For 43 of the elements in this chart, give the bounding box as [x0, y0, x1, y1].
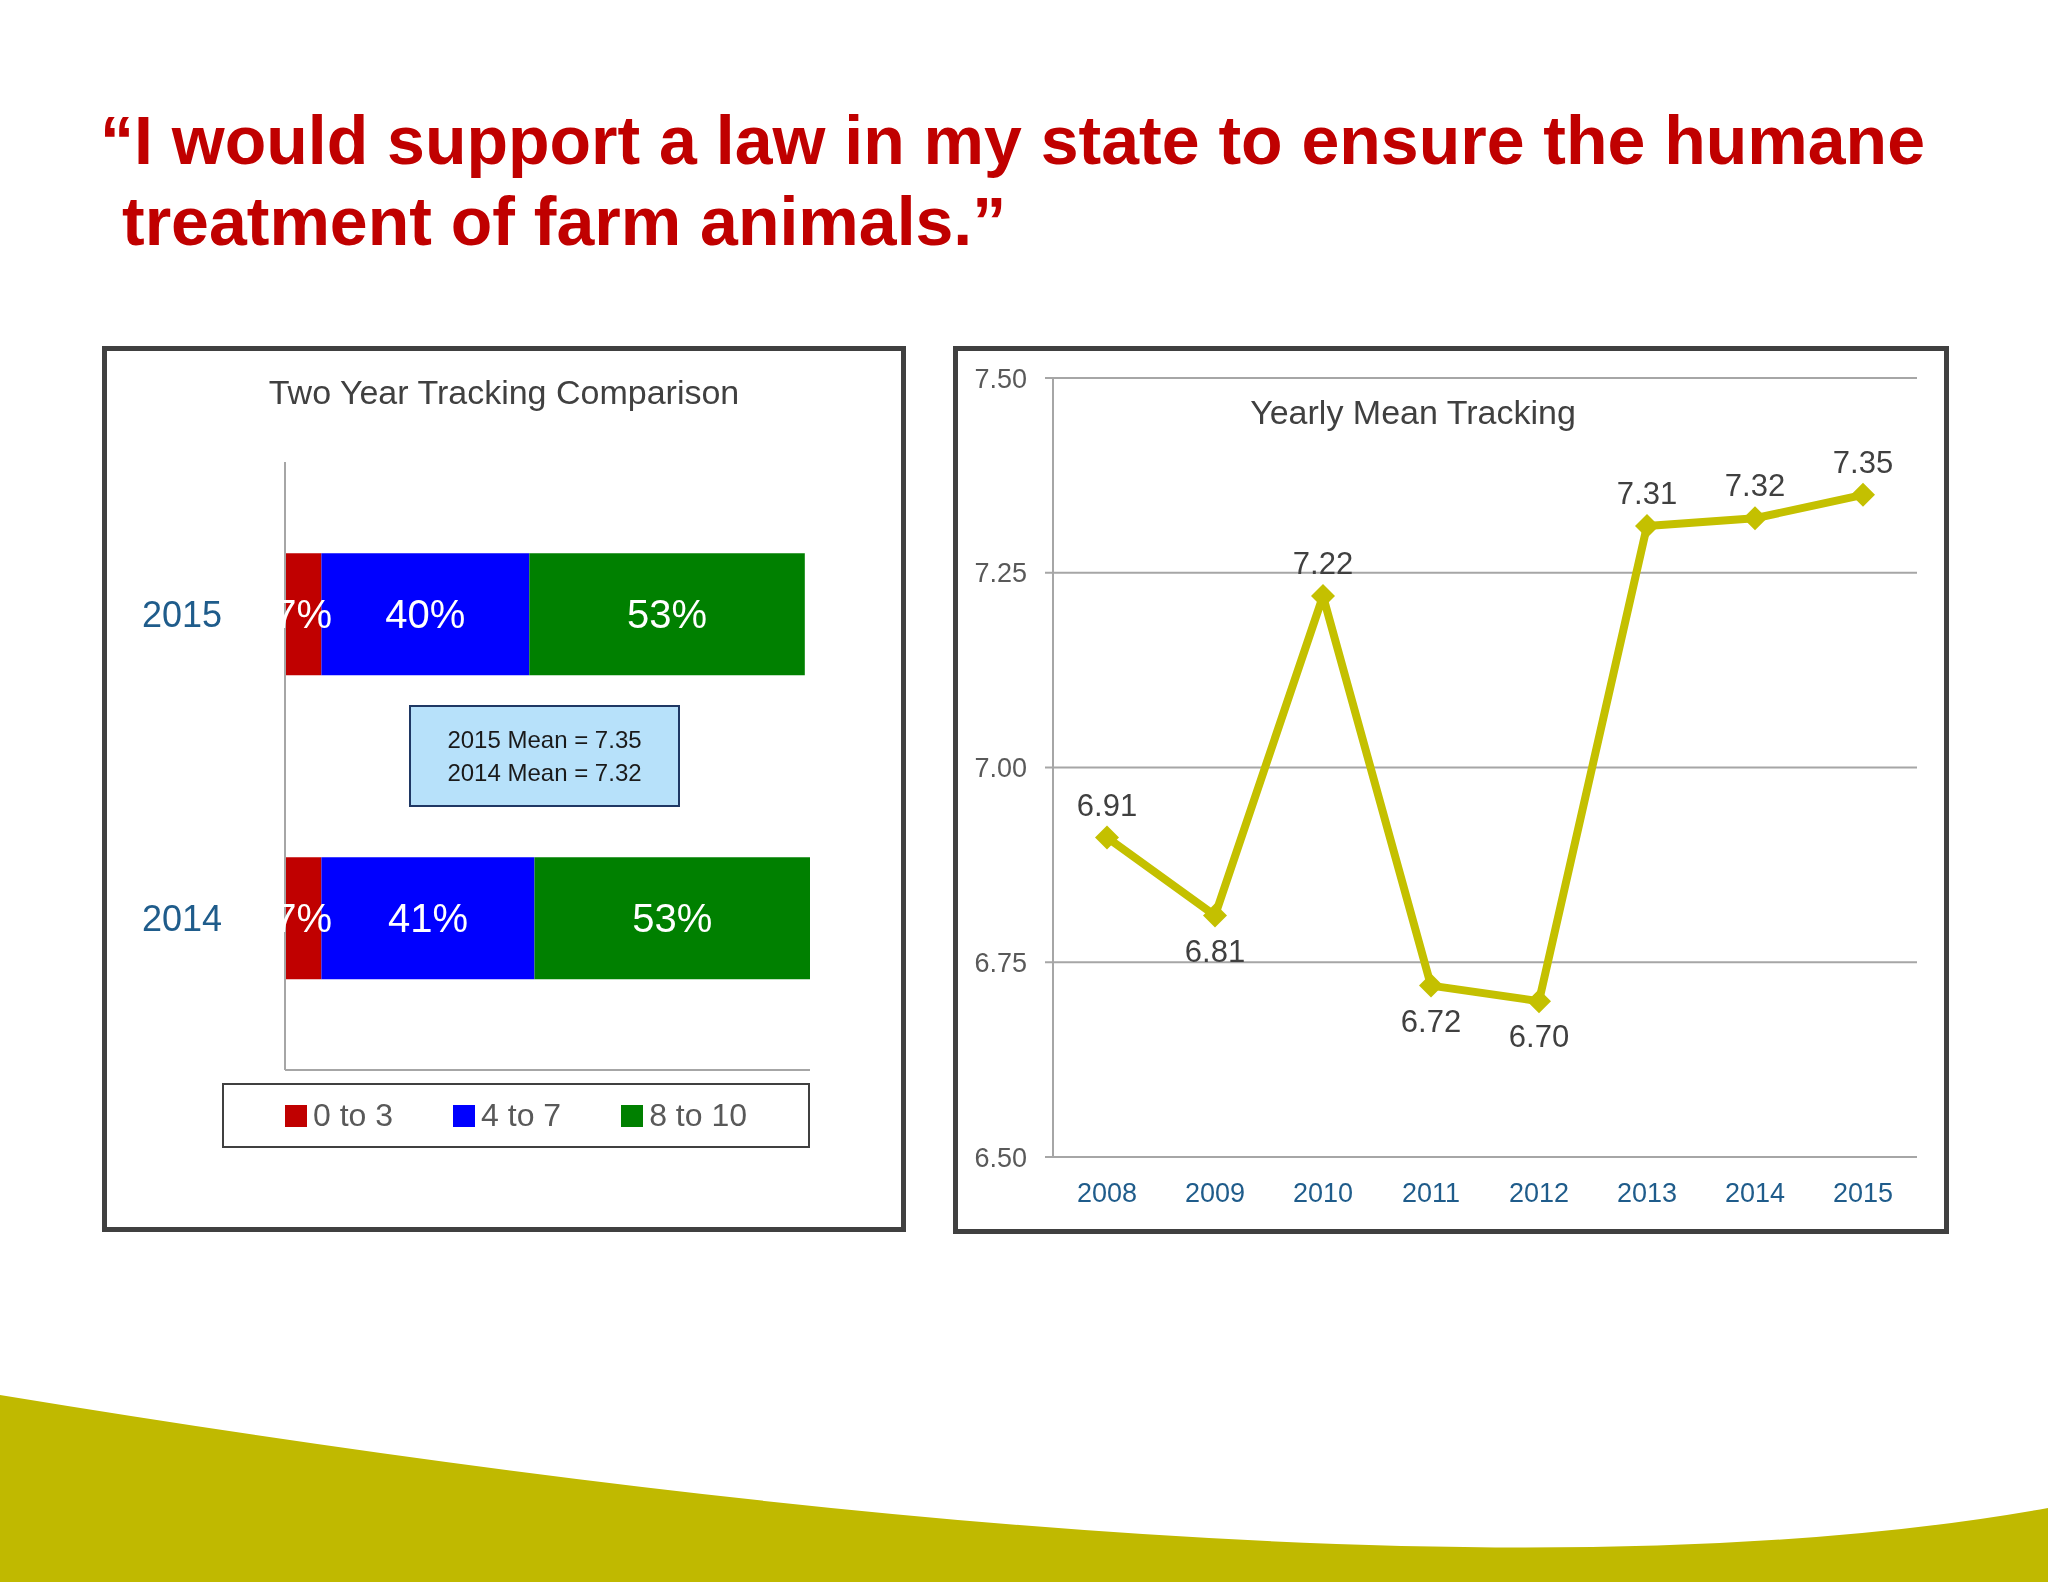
x-tick-label: 2013: [1616, 1178, 1678, 1209]
legend-label: 0 to 3: [313, 1097, 394, 1134]
point: [1635, 514, 1659, 539]
data-label: 7.32: [1724, 468, 1786, 504]
bar: [529, 553, 805, 676]
x-tick-label: 2011: [1401, 1178, 1461, 1209]
data-label: 7.35: [1832, 444, 1894, 480]
point: [1095, 825, 1119, 850]
data-label: 6.81: [1184, 933, 1246, 969]
text: “I would support a law in my state to ensure the humane treatment of farm animals.”: [100, 101, 1926, 261]
data-label: 7.31: [1616, 476, 1678, 512]
point: [1851, 482, 1875, 507]
data-label: 53%: [627, 592, 708, 637]
point: [1527, 989, 1551, 1014]
legend-label: 8 to 10: [649, 1097, 747, 1134]
data-label: 40%: [385, 592, 466, 637]
x-tick-label: 2008: [1076, 1178, 1138, 1209]
y-tick-label: 7.50: [974, 363, 1027, 394]
y-tick-label: 7.00: [974, 753, 1027, 784]
data-label: 7.22: [1292, 546, 1354, 582]
point: [1419, 973, 1443, 998]
point: [1743, 506, 1767, 531]
data-label: 41%: [387, 896, 468, 941]
data-label: 6.70: [1508, 1019, 1570, 1055]
y-tick-label: 6.50: [974, 1142, 1027, 1173]
data-label: 6.72: [1400, 1003, 1462, 1039]
x-tick-label: 2014: [1724, 1178, 1786, 1209]
x-tick-label: 2010: [1292, 1178, 1354, 1209]
y-tick-label: 6.75: [974, 947, 1027, 978]
x-tick-label: 2015: [1832, 1178, 1894, 1209]
data-label: 6.91: [1076, 787, 1138, 823]
data-label: 53%: [632, 896, 713, 941]
annotation: 2015 Mean = 7.35: [447, 725, 642, 755]
note-box: 2015 Mean = 7.35 2014 Mean = 7.32: [409, 705, 680, 807]
y-tick-label: 7.25: [974, 558, 1027, 589]
legend-label: 4 to 7: [481, 1097, 562, 1134]
chart-title: Yearly Mean Tracking: [1249, 393, 1577, 432]
annotation: 2014 Mean = 7.32: [447, 758, 642, 788]
x-tick-label: 2012: [1508, 1178, 1570, 1209]
x-tick-label: 2009: [1184, 1178, 1246, 1209]
chart-subtitle: Two Year Tracking Comparison: [267, 373, 741, 412]
point: [1203, 903, 1227, 928]
bar: [534, 857, 810, 980]
